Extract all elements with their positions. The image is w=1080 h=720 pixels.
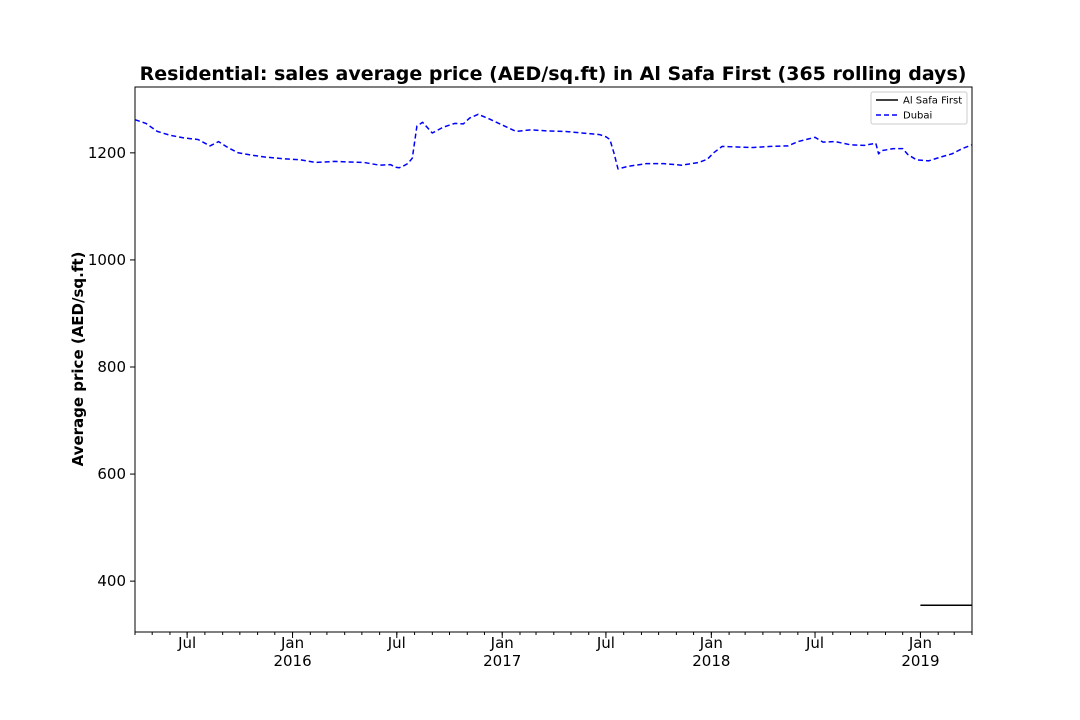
x-tick-year-label: 2018 <box>692 652 730 670</box>
x-tick-year-label: 2016 <box>273 652 311 670</box>
legend-label-dubai: Dubai <box>903 111 932 122</box>
x-tick-label: Jan <box>699 634 723 652</box>
x-tick-label: Jul <box>387 634 406 652</box>
y-tick-label: 600 <box>97 465 126 483</box>
y-tick-label: 400 <box>97 572 126 590</box>
x-tick-year-label: 2017 <box>483 652 521 670</box>
x-tick-label: Jan <box>908 634 932 652</box>
chart-title: Residential: sales average price (AED/sq… <box>140 63 967 85</box>
x-tick-label: Jul <box>805 634 824 652</box>
y-axis: 400 600 800 1000 1200 <box>88 144 135 590</box>
legend: Al Safa First Dubai <box>870 91 968 125</box>
x-tick-label: Jul <box>596 634 615 652</box>
y-tick-label: 1000 <box>88 251 126 269</box>
series-layer <box>134 113 973 606</box>
series-line-dubai <box>134 113 973 170</box>
legend-label-al-safa-first: Al Safa First <box>903 96 962 107</box>
plot-frame <box>134 86 973 633</box>
x-tick-label: Jan <box>490 634 514 652</box>
y-tick-label: 800 <box>97 358 126 376</box>
y-tick-label: 1200 <box>88 144 126 162</box>
plot-area <box>134 86 973 633</box>
x-tick-label: Jul <box>177 634 196 652</box>
x-tick-year-label: 2019 <box>901 652 939 670</box>
y-axis-label: Average price (AED/sq.ft) <box>69 252 87 467</box>
x-tick-label: Jan <box>280 634 304 652</box>
